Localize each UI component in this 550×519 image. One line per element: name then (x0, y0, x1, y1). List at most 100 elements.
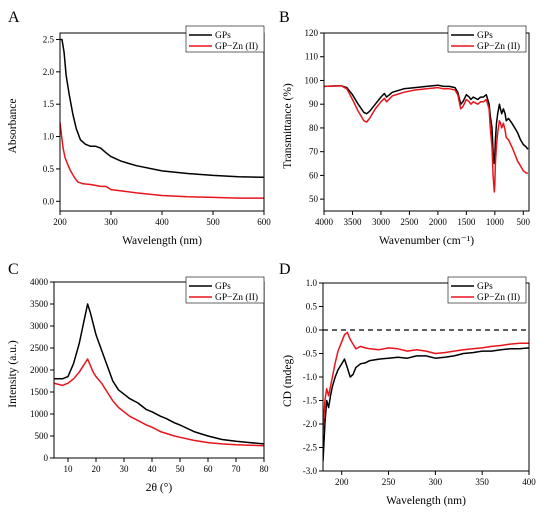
x-tick-label: 1500 (457, 217, 476, 227)
y-tick-label: 100 (305, 75, 319, 85)
x-tick-label: 350 (475, 477, 489, 487)
y-tick-label: -1.5 (303, 396, 318, 406)
y-tick-label: -2.5 (303, 443, 318, 453)
y-tick-label: 2.0 (43, 67, 55, 77)
x-axis-label: Wavenumber (cm⁻¹) (379, 235, 474, 247)
x-tick-label: 50 (176, 464, 186, 474)
y-tick-label: -3.0 (303, 466, 318, 476)
x-tick-label: 3500 (343, 217, 362, 227)
panel-c: 10 20 30 40 50 60 70 80 0 500 1000 1500 2000 2500 3000… (7, 261, 269, 494)
legend-entry: GPs (477, 282, 493, 292)
x-tick-label: 600 (257, 217, 271, 227)
plot-frame (322, 282, 530, 472)
panel-letter: D (279, 261, 291, 278)
y-tick-label: 3000 (30, 321, 49, 331)
y-tick-label: 0.0 (306, 325, 318, 335)
y-axis-label: CD (mdeg) (282, 355, 294, 407)
legend-box (447, 276, 527, 304)
x-tick-label: 400 (155, 217, 169, 227)
x-tick-label: 500 (517, 217, 531, 227)
series-line-gps (54, 303, 264, 445)
series-line-gp-zn (54, 358, 264, 447)
x-tick-label: 20 (92, 464, 102, 474)
x-tick-label: 1000 (486, 217, 505, 227)
y-tick-label: 0.0 (43, 196, 55, 206)
y-tick-label: 0 (44, 453, 49, 463)
y-tick-label: 1.5 (43, 99, 55, 109)
y-axis-label: Transmittance (%) (282, 83, 294, 169)
x-tick-label: 70 (232, 464, 242, 474)
y-tick-label: -0.5 (303, 349, 318, 359)
y-tick-label: 60 (309, 170, 319, 180)
y-tick-label: 1.0 (306, 278, 318, 288)
panel-a: 200 300 400 500 600 0.0 0.5 1.0 1.5 2.0 2.5 Wavelen… (7, 9, 271, 247)
x-tick-label: 10 (64, 464, 74, 474)
x-tick-label: 40 (148, 464, 158, 474)
y-tick-label: 90 (309, 99, 319, 109)
legend-entry: GP−Zn (II) (215, 292, 258, 303)
y-tick-label: 1500 (30, 387, 49, 397)
x-axis-label: 2θ (°) (146, 482, 173, 494)
y-tick-label: -2.0 (303, 419, 318, 429)
series-line-gp-zn (323, 331, 529, 434)
plot-frame (323, 32, 530, 212)
y-tick-label: 0.5 (43, 164, 55, 174)
x-tick-label: 500 (206, 217, 220, 227)
panel-letter: A (8, 9, 20, 26)
y-tick-label: 500 (35, 431, 49, 441)
series-line-gps (323, 347, 529, 462)
panel-letter: B (279, 9, 290, 26)
series-line-gp-zn (60, 122, 264, 199)
x-tick-label: 60 (204, 464, 214, 474)
series-line-gps (324, 84, 529, 165)
y-tick-label: -1.0 (303, 372, 318, 382)
x-axis-label: Wavelength (nm) (122, 235, 202, 247)
y-tick-label: 1.0 (43, 132, 55, 142)
legend-entry: GPs (477, 31, 493, 41)
y-tick-label: 50 (309, 194, 319, 204)
legend-box (185, 25, 265, 53)
y-tick-label: 3500 (30, 299, 49, 309)
y-tick-label: 120 (305, 28, 319, 38)
x-tick-label: 30 (120, 464, 130, 474)
x-tick-label: 2000 (429, 217, 448, 227)
panel-letter: C (8, 261, 19, 278)
panel-b: 4000 3500 3000 2500 2000 1500 1000 500 50 60 70 80 9… (279, 9, 531, 247)
y-tick-label: 2.5 (43, 34, 55, 44)
y-tick-label: 70 (309, 147, 319, 157)
series-line-gps (60, 38, 264, 179)
y-tick-label: 80 (309, 123, 319, 133)
y-axis-label: Absorbance (7, 99, 19, 154)
legend-box (447, 25, 527, 53)
y-tick-label: 2500 (30, 343, 49, 353)
y-tick-label: 110 (305, 52, 319, 62)
legend-entry: GPs (215, 31, 231, 41)
x-tick-label: 2500 (400, 217, 419, 227)
x-tick-label: 400 (522, 477, 536, 487)
x-tick-label: 200 (335, 477, 349, 487)
y-axis-label: Intensity (a.u.) (7, 340, 19, 408)
legend-entry: GPs (215, 282, 231, 292)
x-tick-label: 80 (260, 464, 270, 474)
x-tick-label: 300 (429, 477, 443, 487)
legend-entry: GP−Zn (II) (215, 41, 258, 52)
x-axis-label: Wavelength (nm) (386, 495, 466, 507)
x-tick-label: 200 (53, 217, 67, 227)
legend-entry: GP−Zn (II) (477, 41, 520, 52)
legend-entry: GP−Zn (II) (477, 292, 520, 303)
panel-d: 200 250 300 350 400 -3.0 -2.5 -2.0 -1.5 -1.0 -0.5 0… (279, 261, 536, 507)
y-tick-label: 1000 (30, 409, 49, 419)
y-tick-label: 4000 (30, 277, 49, 287)
y-tick-label: 2000 (30, 365, 49, 375)
legend-box (185, 276, 265, 304)
x-tick-label: 300 (104, 217, 118, 227)
y-tick-label: 0.5 (306, 302, 318, 312)
x-tick-label: 250 (382, 477, 396, 487)
x-tick-label: 3000 (372, 217, 391, 227)
series-line-gp-zn (324, 84, 528, 193)
